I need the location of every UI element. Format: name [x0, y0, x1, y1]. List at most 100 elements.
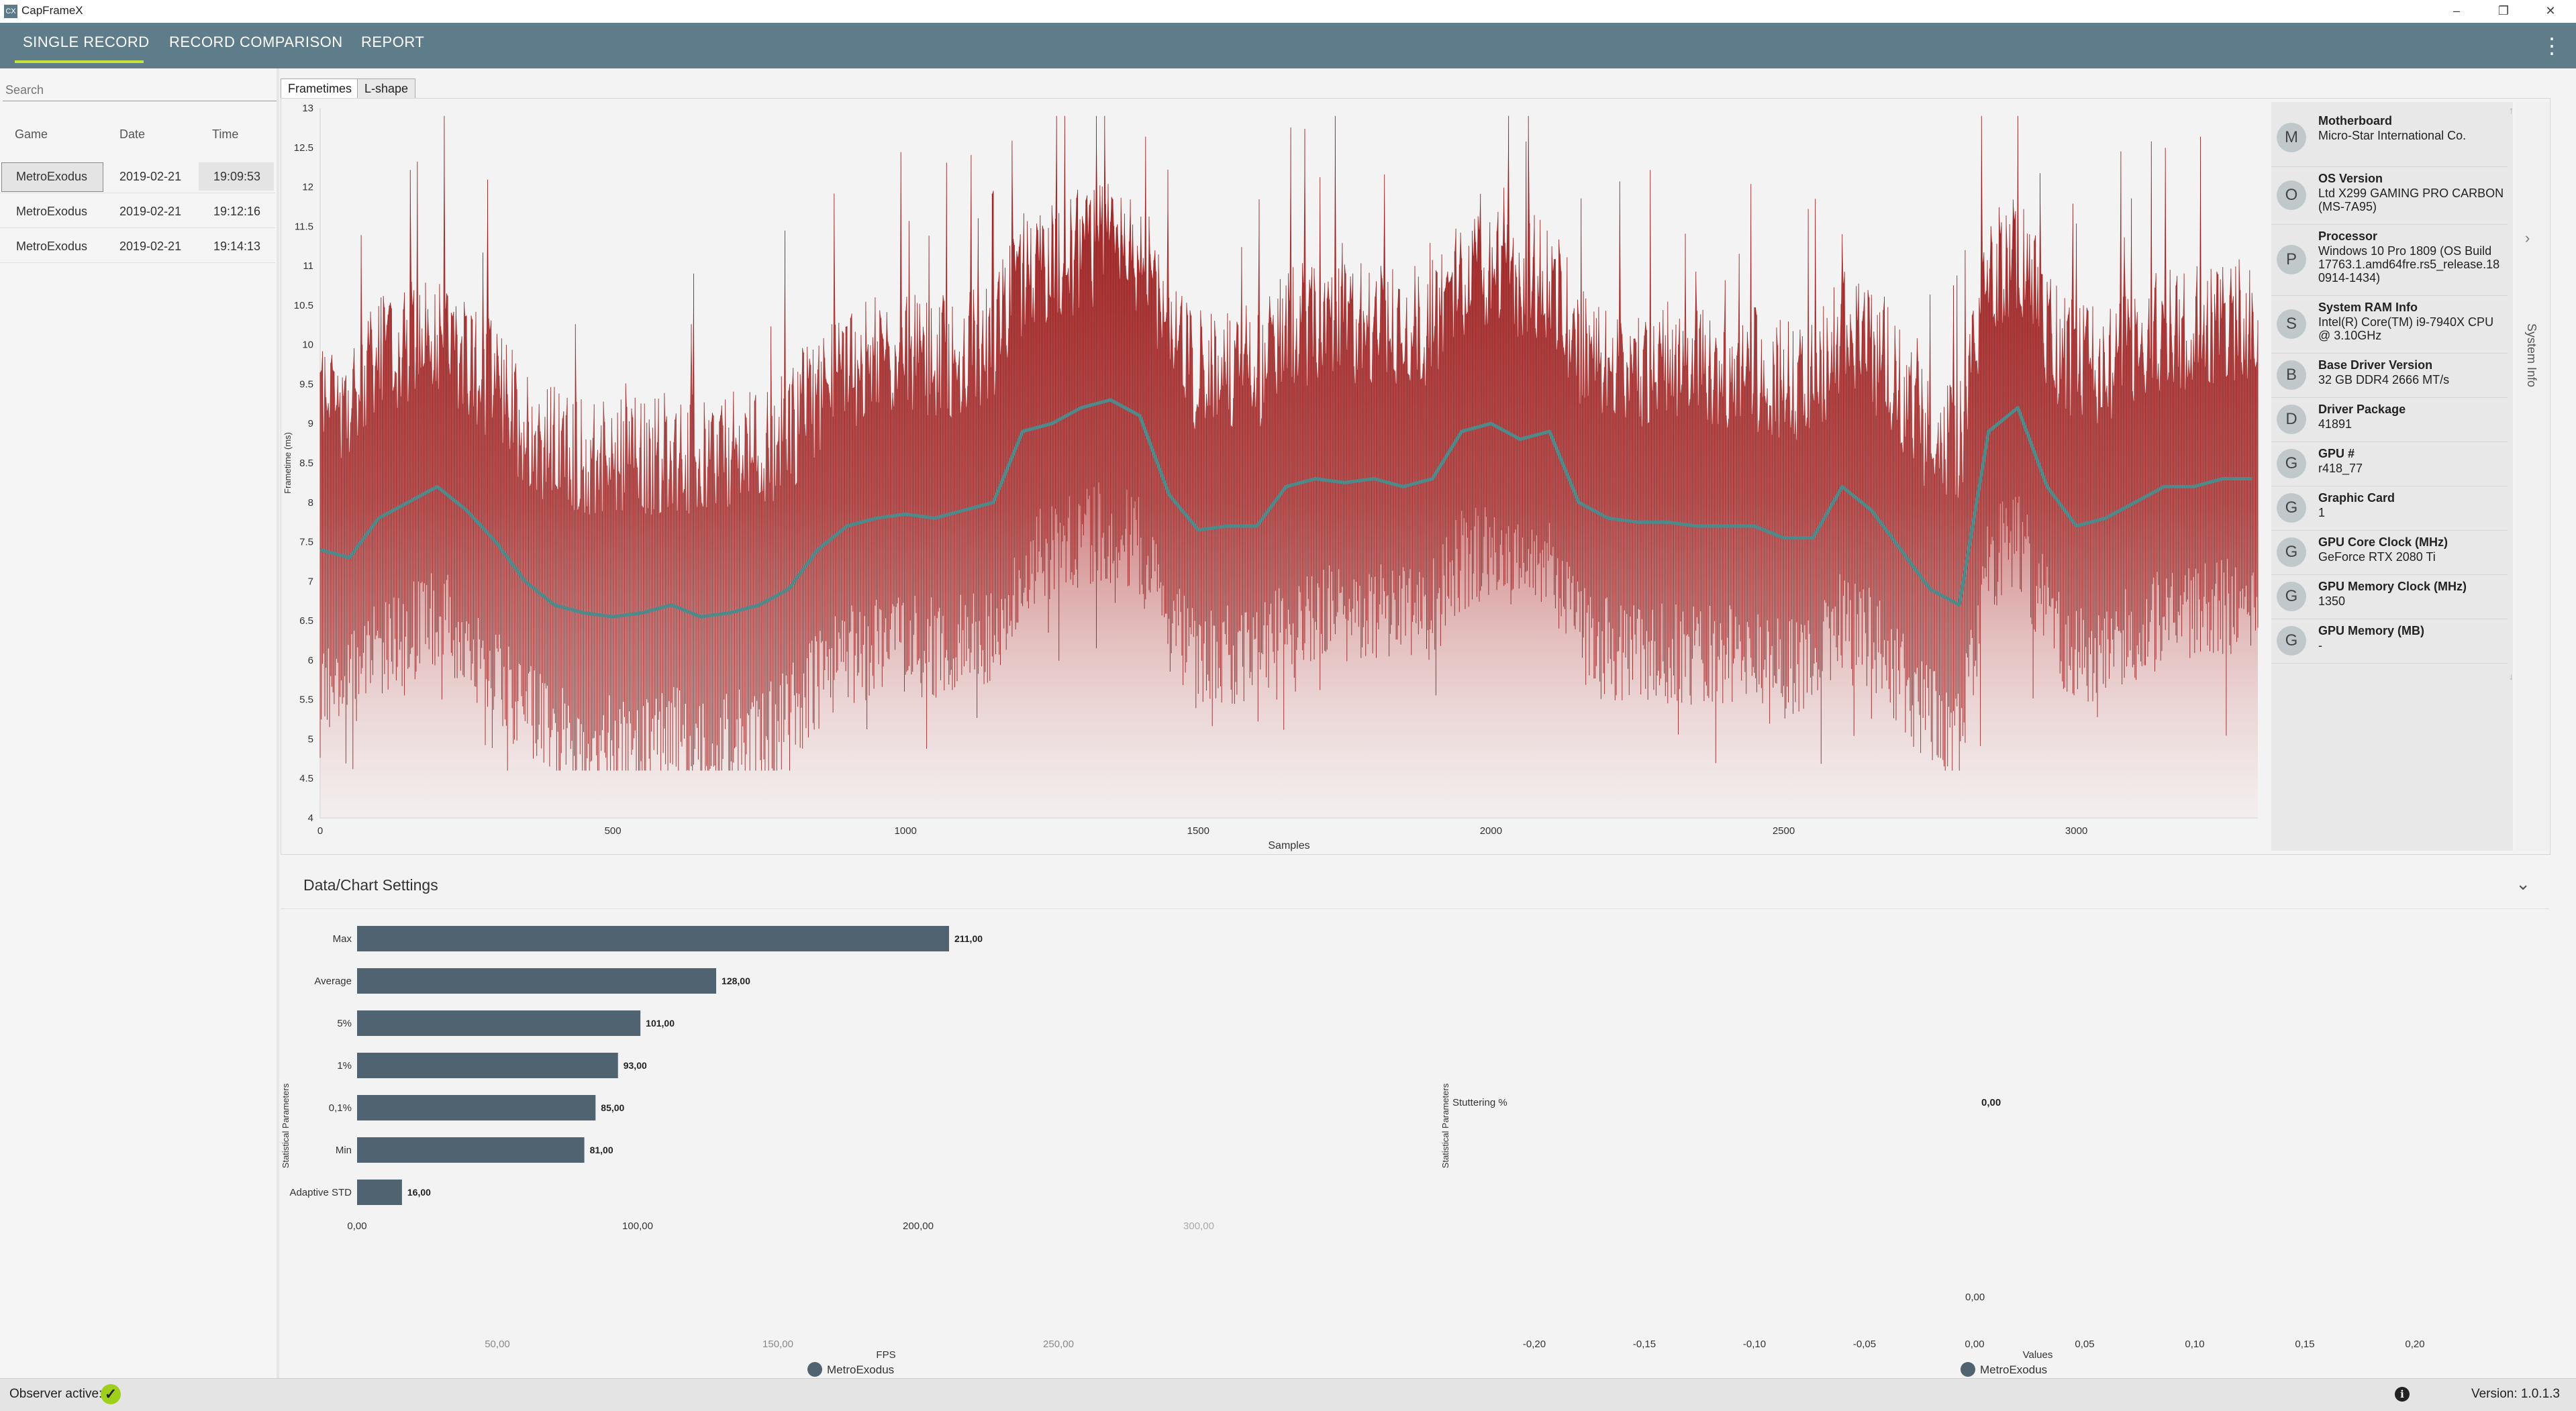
main-nav: SINGLE RECORD RECORD COMPARISON REPORT ⋮: [0, 23, 2576, 68]
category-label: 5%: [337, 1018, 352, 1029]
stat-bar: [357, 968, 717, 994]
legend-marker: [807, 1362, 822, 1377]
tab-single-record[interactable]: SINGLE RECORD: [23, 34, 150, 50]
avatar: G: [2277, 582, 2306, 611]
value-label: 16,00: [407, 1187, 431, 1198]
more-options-icon[interactable]: ⋮: [2541, 34, 2563, 58]
avatar: M: [2277, 123, 2306, 152]
system-info-item: G Graphic Card 1: [2271, 486, 2508, 531]
y-tick-label: 5: [308, 733, 313, 745]
row-time: 19:12:16: [213, 205, 261, 218]
system-info-value: r418_77: [2318, 462, 2363, 475]
x-tick-label: -0,20: [1523, 1339, 1546, 1350]
system-info-value: 1350: [2318, 594, 2346, 608]
scroll-down-icon[interactable]: ↓: [2509, 671, 2514, 682]
y-tick-label: 10: [302, 339, 313, 351]
stuttering-bar-chart: Statistical Parameters Stuttering % 0,00…: [1440, 1083, 2425, 1377]
tab-report[interactable]: REPORT: [361, 34, 425, 50]
panel-splitter[interactable]: [277, 68, 279, 1378]
chevron-right-icon[interactable]: ›: [2525, 229, 2530, 246]
x-tick-label: 0,05: [2075, 1339, 2094, 1350]
tab-l-shape[interactable]: L-shape: [357, 79, 416, 99]
y-tick-label: 8: [308, 497, 313, 509]
y-tick-label: 4: [308, 813, 313, 824]
scroll-up-icon[interactable]: ↑: [2509, 105, 2514, 115]
row-time: 19:09:53: [213, 170, 261, 183]
y-axis-label: Statistical Parameters: [281, 1083, 291, 1168]
value-label: 128,00: [722, 976, 750, 986]
selected-cell: [1, 162, 103, 192]
minimize-button[interactable]: –: [2453, 4, 2460, 17]
system-info-value: 41891: [2318, 417, 2352, 431]
column-header-date[interactable]: Date: [119, 127, 146, 141]
y-axis-label: Frametime (ms): [283, 432, 293, 494]
record-list-panel: [0, 68, 277, 1378]
row-date: 2019-02-21: [119, 170, 182, 183]
system-info-title: GPU Memory Clock (MHz): [2318, 580, 2467, 593]
category-label: Stuttering %: [1452, 1097, 1507, 1108]
selected-cell: [199, 162, 274, 191]
x-tick-label: 0: [317, 825, 323, 837]
value-label: 93,00: [624, 1060, 647, 1071]
x-tick-label: 1500: [1187, 825, 1209, 837]
search-input[interactable]: [3, 79, 279, 101]
system-info-value: Ltd X299 GAMING PRO CARBON (MS-7A95): [2318, 187, 2504, 213]
tab-record-comparison[interactable]: RECORD COMPARISON: [169, 34, 343, 50]
x-tick-label: 250,00: [1043, 1339, 1074, 1350]
close-button[interactable]: ✕: [2545, 4, 2556, 17]
system-info-item: S System RAM Info Intel(R) Core(TM) i9-794…: [2271, 295, 2508, 354]
y-tick-label: 12: [302, 182, 313, 193]
y-axis-label: Statistical Parameters: [1440, 1083, 1450, 1168]
y-tick-label: 7: [308, 576, 313, 587]
category-label: 0,1%: [329, 1102, 352, 1114]
table-row[interactable]: MetroExodus 2019-02-21 19:12:16: [0, 195, 275, 228]
category-label: Max: [333, 933, 352, 945]
legend-marker: [1961, 1362, 1975, 1377]
info-icon[interactable]: i: [2395, 1387, 2410, 1402]
category-label: Min: [336, 1145, 352, 1156]
x-tick-label: 0,20: [2405, 1339, 2424, 1350]
moving-average-line: [319, 398, 2252, 619]
system-info-value: 32 GB DDR4 2666 MT/s: [2318, 373, 2450, 386]
system-info-panel: M Motherboard Micro-Star International Co.…: [2271, 102, 2513, 851]
table-row[interactable]: MetroExodus 2019-02-21 19:14:13: [0, 229, 275, 263]
chevron-down-icon[interactable]: ⌄: [2516, 874, 2530, 894]
system-info-title: OS Version: [2318, 172, 2383, 185]
x-tick-label: 0,00: [1965, 1339, 1984, 1350]
column-header-time[interactable]: Time: [212, 127, 239, 141]
row-time: 19:14:13: [213, 240, 261, 253]
stat-bar: [357, 1010, 641, 1036]
system-info-label: System Info: [2525, 323, 2538, 388]
category-label: 1%: [337, 1060, 352, 1072]
system-info-title: Graphic Card: [2318, 491, 2395, 505]
system-info-value: GeForce RTX 2080 Ti: [2318, 550, 2436, 564]
row-game: MetroExodus: [16, 170, 88, 183]
stat-bar: [357, 1095, 596, 1120]
observer-status-label: Observer active:: [9, 1387, 103, 1401]
settings-title: Data/Chart Settings: [303, 876, 438, 894]
system-info-value: Intel(R) Core(TM) i9-7940X CPU @ 3.10GHz: [2318, 315, 2494, 342]
category-label: Average: [314, 976, 352, 987]
x-tick-label: 100,00: [622, 1220, 653, 1232]
data-chart-settings-bar[interactable]: Data/Chart Settings ⌄: [281, 860, 2549, 909]
value-label: 211,00: [954, 933, 983, 944]
legend-label: MetroExodus: [1980, 1363, 2047, 1376]
x-tick-label: 500: [605, 825, 622, 837]
app-logo-icon: CX: [4, 5, 17, 18]
x-axis-label: Samples: [1268, 840, 1309, 851]
system-info-item: G GPU Memory (MB) -: [2271, 619, 2508, 664]
x-tick-label: 150,00: [762, 1339, 793, 1350]
table-row[interactable]: MetroExodus 2019-02-21 19:09:53: [0, 160, 275, 193]
y-tick-label: 8.5: [299, 458, 313, 469]
system-info-side-tab[interactable]: › System Info: [2516, 102, 2549, 851]
restore-button[interactable]: ❐: [2497, 4, 2510, 17]
checkmark-icon: ✓: [101, 1384, 121, 1404]
tab-frametimes[interactable]: Frametimes: [281, 79, 360, 99]
system-info-item: P Processor Windows 10 Pro 1809 (OS Build …: [2271, 224, 2508, 296]
row-game: MetroExodus: [16, 240, 88, 253]
avatar: O: [2277, 180, 2306, 210]
x-tick-label: -0,05: [1853, 1339, 1876, 1350]
column-header-game[interactable]: Game: [15, 127, 48, 141]
x-tick-label: 200,00: [903, 1220, 934, 1232]
y-tick-label: 10.5: [294, 300, 313, 311]
